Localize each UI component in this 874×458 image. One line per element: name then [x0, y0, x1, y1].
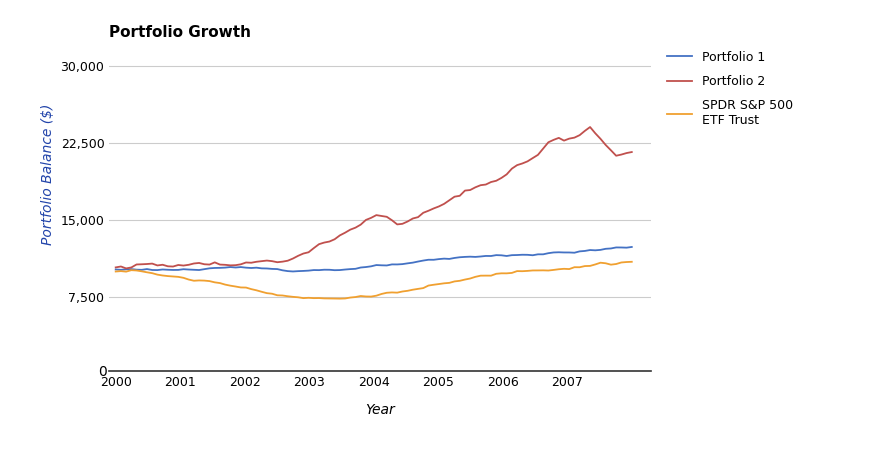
SPDR S&P 500
ETF Trust: [335, 296, 345, 301]
Portfolio 1: [627, 244, 637, 250]
Legend: Portfolio 1, Portfolio 2, SPDR S&P 500
ETF Trust: Portfolio 1, Portfolio 2, SPDR S&P 500 E…: [662, 46, 798, 132]
SPDR S&P 500
ETF Trust: [382, 290, 392, 295]
Portfolio 2: [215, 262, 225, 267]
Portfolio 2: [236, 262, 246, 267]
Line: Portfolio 2: Portfolio 2: [115, 127, 632, 268]
SPDR S&P 500
ETF Trust: [110, 269, 121, 274]
Portfolio 2: [585, 124, 595, 130]
Portfolio 2: [627, 149, 637, 155]
Portfolio 1: [231, 265, 241, 270]
X-axis label: Year: Year: [365, 403, 395, 417]
Line: SPDR S&P 500
ETF Trust: SPDR S&P 500 ETF Trust: [115, 262, 632, 299]
Portfolio 1: [590, 248, 600, 253]
Portfolio 2: [423, 208, 434, 213]
Portfolio 2: [121, 266, 131, 271]
Portfolio 1: [110, 267, 121, 272]
SPDR S&P 500
ETF Trust: [627, 259, 637, 265]
Portfolio 2: [110, 265, 121, 270]
SPDR S&P 500
ETF Trust: [231, 284, 241, 289]
Text: Portfolio Growth: Portfolio Growth: [109, 26, 251, 40]
SPDR S&P 500
ETF Trust: [590, 262, 600, 267]
Y-axis label: Portfolio Balance ($): Portfolio Balance ($): [41, 104, 55, 245]
Portfolio 1: [210, 265, 220, 271]
Portfolio 1: [382, 263, 392, 268]
Portfolio 2: [595, 136, 606, 142]
SPDR S&P 500
ETF Trust: [423, 283, 434, 288]
SPDR S&P 500
ETF Trust: [606, 262, 616, 267]
Portfolio 1: [288, 269, 298, 274]
Portfolio 2: [382, 214, 392, 219]
Line: Portfolio 1: Portfolio 1: [115, 247, 632, 272]
Portfolio 2: [611, 153, 621, 158]
SPDR S&P 500
ETF Trust: [210, 279, 220, 285]
Portfolio 1: [606, 245, 616, 251]
Portfolio 1: [423, 257, 434, 262]
